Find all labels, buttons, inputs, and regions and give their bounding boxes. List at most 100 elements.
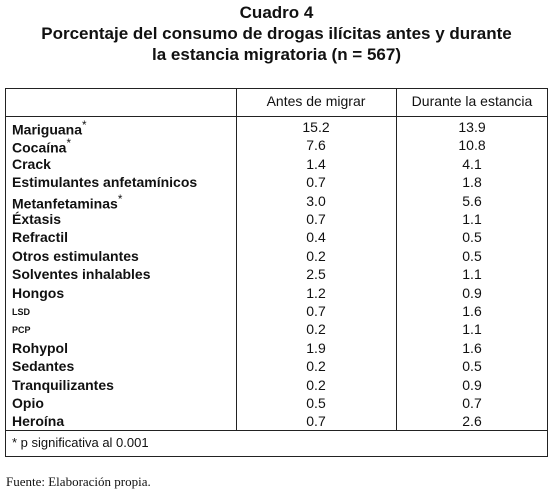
table-row: Metanfetaminas* 3.0 5.6 [6, 192, 547, 212]
table-row: PCP 0.2 1.1 [6, 321, 547, 339]
drug-name-text: Cocaína [12, 140, 67, 157]
value-before: 0.7 [306, 174, 326, 191]
table-row: Rohypol 1.9 1.6 [6, 340, 547, 358]
drug-name-text: Opio [12, 395, 44, 411]
table-row: Refractil 0.4 0.5 [6, 229, 547, 247]
table-row: Mariguana* 15.2 13.9 [6, 119, 547, 138]
table-row: Éxtasis 0.7 1.1 [6, 211, 547, 229]
drug-name-text: Hongos [12, 284, 65, 301]
value-before: 1.9 [306, 339, 326, 356]
table-caption-line1: Porcentaje del consumo de drogas ilícita… [41, 24, 512, 43]
drug-name-text: Rohypol [12, 339, 68, 356]
value-during: 1.1 [462, 321, 482, 338]
column-header-during: Durante la estancia [411, 93, 533, 109]
table-row: Solventes inhalables 2.5 1.1 [6, 266, 547, 284]
footnote: * p significativa al 0.001 [12, 435, 149, 450]
drug-name: Heroína [12, 413, 64, 429]
value-during: 1.6 [462, 303, 482, 319]
table-caption-number: Cuadro 4 [239, 3, 314, 22]
value-during: 0.7 [462, 395, 482, 411]
footer-divider [6, 430, 547, 431]
table-row: Cocaína* 7.6 10.8 [6, 137, 547, 156]
drug-name: Sedantes [12, 358, 74, 374]
drug-name-text: Metanfetaminas [12, 195, 118, 212]
value-during: 0.9 [462, 284, 482, 301]
drug-name: PCP [12, 325, 31, 335]
drug-name-text: Estimulantes anfetamínicos [12, 174, 198, 191]
drug-consumption-table: Antes de migrar Durante la estancia Mari… [5, 88, 548, 457]
drug-name: Solventes inhalables [12, 266, 151, 282]
value-during: 1.1 [462, 266, 482, 283]
table-row: Heroína 0.7 2.6 [6, 413, 547, 431]
value-before: 0.2 [306, 358, 326, 375]
table-row: LSD 0.7 1.6 [6, 303, 547, 321]
value-before: 3.0 [306, 192, 326, 209]
column-header-before: Antes de migrar [266, 93, 366, 109]
column-divider-2 [396, 89, 397, 430]
value-before: 0.7 [306, 211, 326, 227]
drug-name: Otros estimulantes [12, 248, 139, 264]
value-before: 7.6 [306, 137, 326, 154]
value-before: 1.4 [306, 155, 326, 172]
value-before: 0.7 [306, 413, 326, 430]
value-before: 0.5 [306, 395, 326, 411]
table-row: Sedantes 0.2 0.5 [6, 358, 547, 376]
drug-name: Hongos [12, 285, 64, 301]
source-note: Fuente: Elaboración propia. [6, 474, 151, 489]
value-during: 0.5 [462, 247, 482, 264]
drug-name: Crack [12, 156, 51, 172]
drug-name-text: Heroína [12, 413, 65, 430]
value-before: 0.4 [306, 229, 326, 246]
value-before: 0.7 [306, 303, 326, 319]
value-during: 5.6 [462, 192, 482, 209]
drug-name-text: Otros estimulantes [12, 247, 139, 264]
table-row: Estimulantes anfetamínicos 0.7 1.8 [6, 174, 547, 192]
value-before: 1.2 [306, 284, 326, 301]
value-during: 0.5 [462, 358, 482, 375]
value-during: 4.1 [462, 155, 482, 172]
value-during: 0.9 [462, 376, 482, 393]
value-during: 13.9 [458, 119, 486, 135]
drug-name: Rohypol [12, 340, 68, 356]
drug-name-text: Tranquilizantes [12, 376, 114, 393]
table-row: Opio 0.5 0.7 [6, 395, 547, 413]
column-divider-1 [236, 89, 237, 430]
drug-name-text: Crack [12, 155, 51, 172]
table-caption-line2: la estancia migratoria (n = 567) [152, 45, 401, 64]
value-during: 2.6 [462, 413, 482, 430]
drug-name-text: Mariguana [12, 121, 83, 138]
value-before: 0.2 [306, 376, 326, 393]
value-during: 0.5 [462, 229, 482, 246]
value-during: 10.8 [458, 137, 486, 154]
value-before: 15.2 [302, 119, 330, 135]
drug-name: Opio [12, 395, 44, 411]
drug-name-text: Solventes inhalables [12, 266, 151, 283]
table-row: Crack 1.4 4.1 [6, 156, 547, 174]
value-before: 0.2 [306, 321, 326, 338]
significance-mark: * [66, 137, 72, 151]
value-during: 1.6 [462, 339, 482, 356]
drug-name: LSD [12, 307, 30, 317]
drug-name: Cocaína* [12, 137, 71, 156]
significance-mark: * [82, 119, 87, 132]
drug-name: Mariguana* [12, 119, 87, 138]
drug-name-text: LSD [12, 307, 30, 317]
drug-name: Refractil [12, 229, 68, 245]
value-during: 1.1 [462, 211, 482, 227]
drug-name-text: PCP [12, 325, 31, 336]
drug-name: Tranquilizantes [12, 377, 114, 393]
table-row: Hongos 1.2 0.9 [6, 285, 547, 303]
drug-name: Éxtasis [12, 211, 61, 227]
table-row: Tranquilizantes 0.2 0.9 [6, 377, 547, 395]
value-during: 1.8 [462, 174, 482, 191]
significance-mark: * [117, 192, 123, 206]
value-before: 2.5 [306, 266, 326, 283]
drug-name: Metanfetaminas* [12, 193, 122, 212]
table-row: Otros estimulantes 0.2 0.5 [6, 248, 547, 266]
header-divider [6, 116, 547, 117]
value-before: 0.2 [306, 247, 326, 264]
drug-name-text: Sedantes [12, 358, 75, 375]
drug-name: Estimulantes anfetamínicos [12, 174, 197, 190]
drug-name-text: Éxtasis [12, 211, 62, 227]
drug-name-text: Refractil [12, 229, 69, 246]
